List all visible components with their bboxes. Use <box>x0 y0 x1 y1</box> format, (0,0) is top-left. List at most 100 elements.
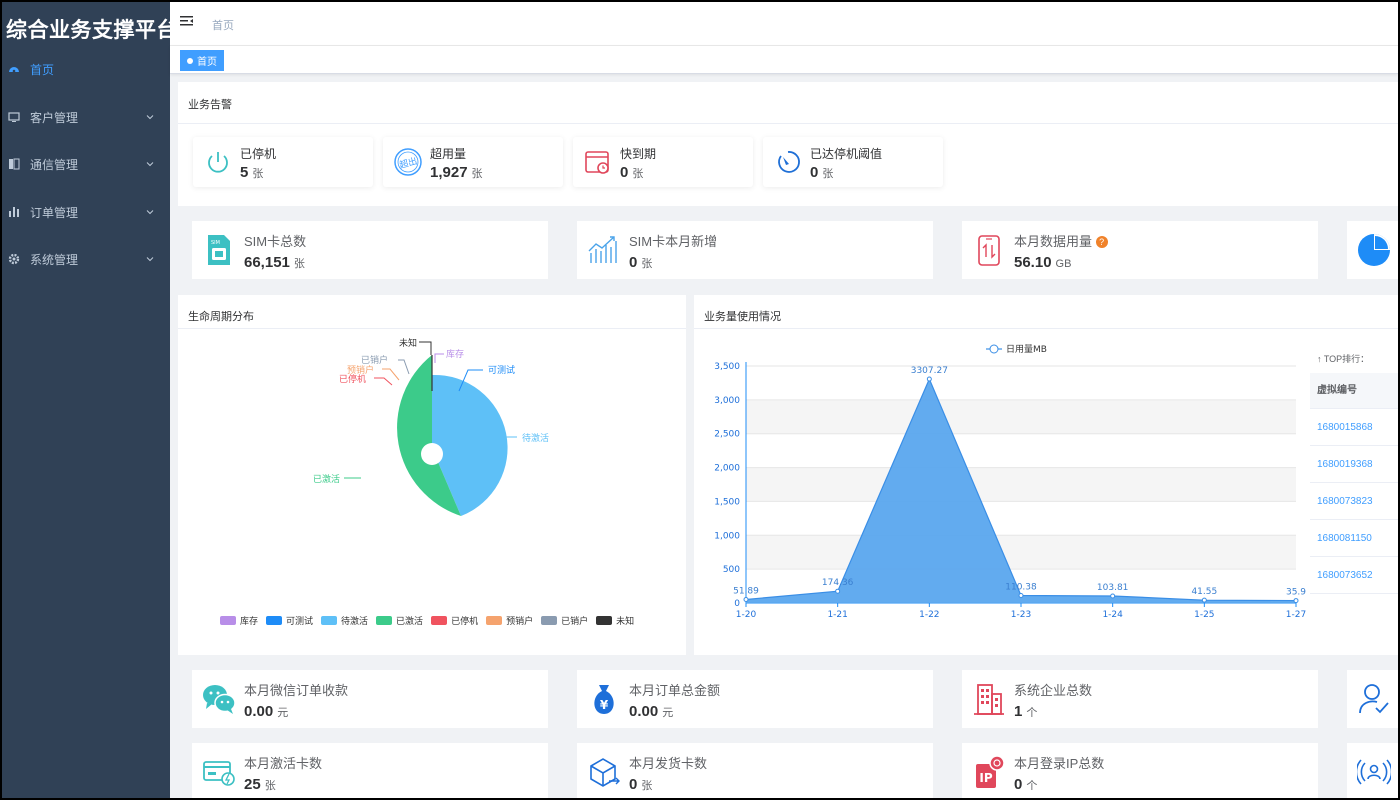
legend-swatch <box>431 616 448 625</box>
table-row[interactable]: 1680081150 <box>1310 520 1398 557</box>
pie-chart-icon <box>1357 233 1391 267</box>
lifecycle-card: 生命周期分布 未知 库存 已销户 <box>178 295 686 655</box>
divider <box>178 123 1398 124</box>
broadcast-user-icon <box>1355 755 1393 789</box>
stat-label: SIM卡本月新增 <box>629 234 718 249</box>
pie-label: 待激活 <box>522 432 549 444</box>
legend-item[interactable]: 预销户 <box>486 614 533 627</box>
breadcrumb[interactable]: 首页 <box>212 20 234 32</box>
legend-label: 日用量MB <box>1006 344 1047 355</box>
phone-data-icon <box>972 233 1006 267</box>
data-label: 41.55 <box>1191 587 1217 597</box>
help-icon[interactable]: ? <box>1095 236 1108 248</box>
legend-item[interactable]: 未知 <box>596 614 634 627</box>
hamburger-icon[interactable] <box>180 14 194 33</box>
data-label: 110.38 <box>1005 583 1037 593</box>
alert-label: 超用量 <box>430 147 467 161</box>
svg-text:¥: ¥ <box>600 698 609 712</box>
sidebar-item-communication[interactable]: 通信管理 <box>2 142 170 186</box>
tag-home[interactable]: 首页 <box>180 50 224 71</box>
legend-item[interactable]: 待激活 <box>321 614 368 627</box>
table-row[interactable]: 1680019368 <box>1310 446 1398 483</box>
stat-data-usage: 本月数据用量 ? 56.10 GB <box>962 221 1318 279</box>
stat-label: 本月激活卡数 <box>244 756 323 771</box>
alert-card-title: 业务告警 <box>188 99 232 111</box>
svg-text:SIM: SIM <box>211 240 220 246</box>
x-tick-label: 1-22 <box>919 610 939 620</box>
y-tick-label: 2,500 <box>714 430 740 440</box>
sidebar-item-home[interactable]: 首页 <box>2 47 170 91</box>
legend-swatch <box>541 616 558 625</box>
monitor-icon <box>8 111 20 123</box>
data-point <box>835 588 841 594</box>
legend-swatch <box>321 616 338 625</box>
table-row[interactable]: 1680073652 <box>1310 557 1398 594</box>
growth-chart-icon <box>587 233 621 267</box>
stat-value: 25 张 <box>244 776 276 793</box>
stat-value: 0.00 元 <box>629 703 674 720</box>
y-tick-label: 3,000 <box>714 396 740 406</box>
lifecycle-pie: 未知 库存 已销户 可测试 预销户 已停机 待激活 已激活 <box>313 337 549 516</box>
pie-label: 库存 <box>446 348 464 360</box>
pie-label: 已停机 <box>339 373 366 385</box>
pie-slice-pending[interactable] <box>432 374 508 516</box>
sidebar-item-system[interactable]: 系统管理 <box>2 237 170 281</box>
grid-band <box>746 467 1296 502</box>
stat-label: 本月数据用量 ? <box>1014 231 1108 250</box>
y-tick-label: 3,500 <box>714 362 740 372</box>
stat-partial-broadcast <box>1347 743 1398 798</box>
sidebar-item-label: 系统管理 <box>30 252 79 267</box>
stat-label: 本月微信订单收款 <box>244 683 349 698</box>
data-label: 35.9 <box>1286 588 1306 598</box>
sidebar-item-orders[interactable]: 订单管理 <box>2 190 170 234</box>
usage-card: 业务量使用情况 0 500 1,000 1,500 2,000 2,500 3,000 3,5… <box>694 295 1398 655</box>
legend-item[interactable]: 已停机 <box>431 614 478 627</box>
alert-overuse[interactable]: 超出 超用量 1,927 张 <box>383 137 563 187</box>
x-tick-label: 1-24 <box>1102 610 1123 620</box>
legend-item[interactable]: 库存 <box>220 614 258 627</box>
svg-text:IP: IP <box>979 771 992 785</box>
sim-icon <box>8 158 20 170</box>
alert-value: 1,927 张 <box>430 164 483 181</box>
building-icon <box>972 682 1006 716</box>
bar-chart-icon <box>8 206 20 218</box>
table-row[interactable]: 1680073823 <box>1310 483 1398 520</box>
dashboard-icon <box>8 63 20 75</box>
table-row[interactable]: 1680015868 <box>1310 409 1398 446</box>
sim-card-icon: SIM <box>202 233 236 267</box>
x-tick-label: 1-23 <box>1011 610 1031 620</box>
x-tick-label: 1-27 <box>1286 610 1306 620</box>
usage-title: 业务量使用情况 <box>704 311 781 323</box>
shipping-box-icon <box>587 755 621 789</box>
series-area <box>746 379 1296 603</box>
y-tick-label: 0 <box>734 599 740 609</box>
sidebar-item-customer[interactable]: 客户管理 <box>2 95 170 139</box>
pie-slice-activated[interactable] <box>397 355 461 516</box>
divider <box>178 328 686 329</box>
usage-area-chart: 0 500 1,000 1,500 2,000 2,500 3,000 3,500 51.89 1… <box>714 344 1306 620</box>
alert-label: 已停机 <box>240 147 277 161</box>
stat-label: 本月发货卡数 <box>629 756 708 771</box>
chevron-down-icon <box>146 205 154 219</box>
legend-item[interactable]: 已销户 <box>541 614 588 627</box>
legend-item[interactable]: 可测试 <box>266 614 313 627</box>
wechat-icon <box>202 682 236 716</box>
card-activate-icon <box>202 755 236 789</box>
top-ranking-table: ↑ TOP排行： 虚拟编号 1680015868 1680019368 1680… <box>1310 345 1398 594</box>
stat-wechat-orders: 本月微信订单收款 0.00 元 <box>192 670 548 728</box>
overuse-badge-icon: 超出 <box>393 147 423 177</box>
legend-item[interactable]: 已激活 <box>376 614 423 627</box>
money-bag-icon: ¥ <box>587 682 621 716</box>
